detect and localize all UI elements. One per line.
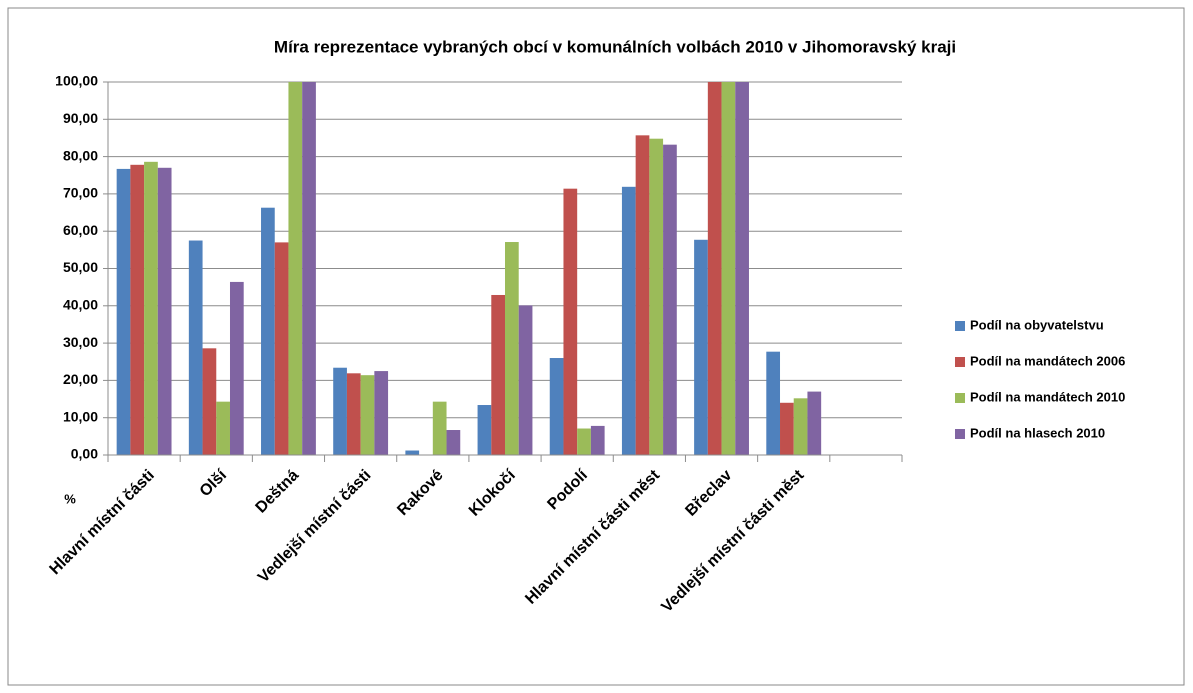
bar [807, 391, 822, 455]
bar [780, 402, 794, 455]
bar [360, 375, 375, 455]
bar [157, 167, 172, 456]
bar [333, 367, 347, 455]
bar [130, 164, 145, 455]
y-tick-label: 40,00 [63, 297, 98, 313]
bar [477, 405, 492, 455]
bar [188, 240, 203, 455]
bar [261, 207, 275, 455]
bar [518, 305, 533, 455]
y-tick-label: 80,00 [63, 147, 98, 163]
bar [649, 138, 664, 456]
legend-label: Podíl na hlasech 2010 [970, 425, 1105, 440]
chart-border [7, 7, 1185, 686]
bar [432, 401, 447, 455]
y-tick-label: 20,00 [63, 371, 98, 387]
bar [144, 161, 158, 455]
bar [707, 82, 722, 455]
bar [288, 82, 303, 455]
bar [694, 239, 708, 455]
legend-swatch [955, 357, 965, 367]
legend-swatch [955, 393, 965, 403]
y-tick-label: 0,00 [71, 446, 98, 462]
bar [590, 425, 605, 455]
y-tick-label: 100,00 [55, 73, 98, 89]
bar [735, 82, 749, 455]
bar [621, 186, 636, 456]
bar [346, 373, 361, 455]
bar [374, 371, 389, 455]
bar [116, 168, 131, 455]
legend-swatch [955, 321, 965, 331]
bar [663, 144, 677, 455]
bar [635, 135, 650, 456]
legend-label: Podíl na mandátech 2010 [970, 389, 1125, 404]
y-axis-label: % [64, 491, 76, 506]
y-tick-label: 10,00 [63, 408, 98, 424]
legend-swatch [955, 429, 965, 439]
bar [766, 351, 781, 455]
bar [216, 401, 230, 455]
y-tick-label: 60,00 [63, 222, 98, 238]
bar [549, 358, 564, 455]
bar [302, 82, 316, 455]
bar [721, 82, 736, 455]
bar [505, 242, 519, 455]
y-tick-label: 50,00 [63, 259, 98, 275]
bar [405, 450, 420, 455]
bar [577, 428, 591, 455]
bar [793, 398, 808, 455]
y-tick-label: 90,00 [63, 110, 98, 126]
bar [202, 348, 217, 455]
legend-label: Podíl na obyvatelstvu [970, 317, 1104, 332]
legend-label: Podíl na mandátech 2006 [970, 353, 1125, 368]
bar [563, 188, 578, 456]
bar [491, 294, 505, 455]
bar [229, 281, 244, 455]
y-tick-label: 30,00 [63, 334, 98, 350]
bar [446, 430, 461, 455]
y-tick-label: 70,00 [63, 185, 98, 201]
chart-title: Míra reprezentace vybraných obcí v komun… [274, 37, 956, 56]
bar [274, 242, 289, 455]
